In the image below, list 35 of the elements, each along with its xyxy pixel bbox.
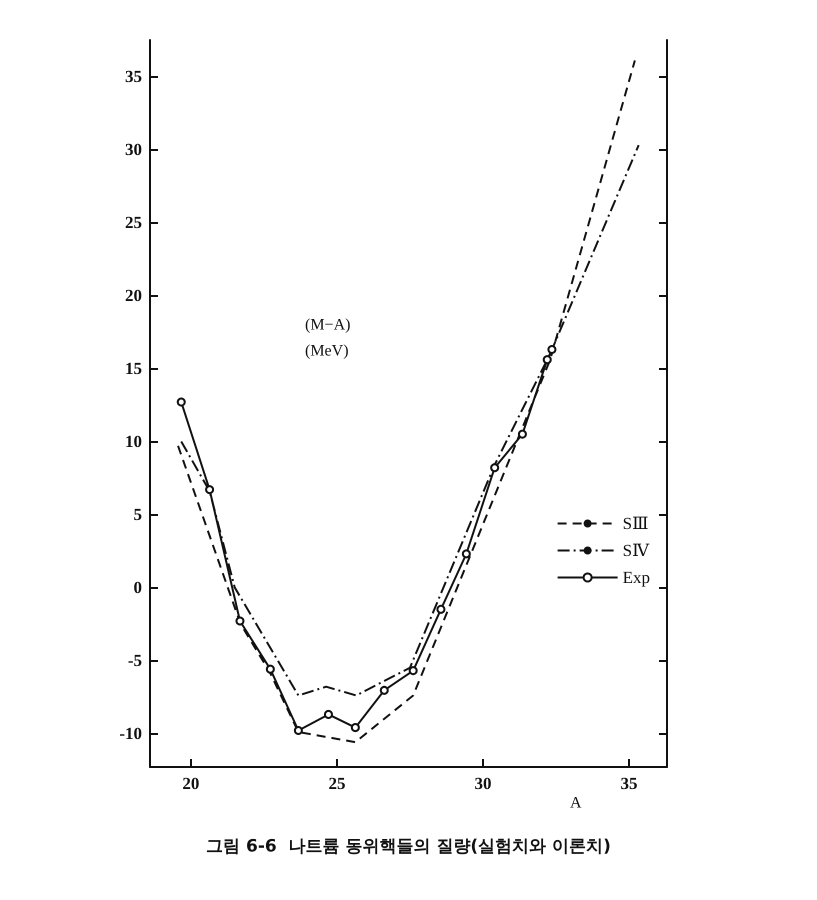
text: 그림 6-6 나트륨 동위핵들의 질량(실험치와 이론치) [206, 836, 611, 856]
y-tick-label: 30 [125, 140, 142, 159]
x-tick-label: 20 [182, 774, 200, 793]
x-axis-title: A [570, 794, 582, 812]
x-tick-label: 30 [474, 774, 492, 793]
point [490, 463, 500, 472]
point [462, 549, 471, 558]
point [380, 686, 389, 695]
point [542, 355, 552, 364]
point [408, 666, 418, 676]
point [235, 616, 244, 626]
point [294, 726, 303, 735]
point [205, 485, 214, 494]
point [518, 430, 527, 439]
point [436, 604, 446, 614]
y-tick-label: 5 [134, 504, 142, 524]
y-tick-label: 10 [125, 432, 142, 451]
legend-label: SⅢ [622, 514, 648, 533]
point [350, 723, 360, 732]
y-axis-title: (M−A) (MeV) [305, 316, 350, 360]
y-tick-label: -5 [128, 650, 142, 670]
legend-label: Exp [622, 568, 650, 587]
y-tick-label: 15 [125, 358, 142, 378]
y-tick-label: 35 [125, 66, 142, 86]
legend-label: SⅣ [622, 541, 650, 560]
point [547, 344, 556, 354]
y-tick-label: 20 [125, 286, 142, 305]
x-tick-label: 25 [328, 774, 346, 793]
point [266, 664, 275, 674]
point [324, 710, 333, 719]
x-tick-label: 35 [620, 774, 638, 793]
point [176, 398, 186, 407]
y-tick-label: -10 [119, 724, 142, 743]
y-tick-label: 0 [134, 578, 142, 597]
y-tick-label: 25 [125, 212, 142, 232]
